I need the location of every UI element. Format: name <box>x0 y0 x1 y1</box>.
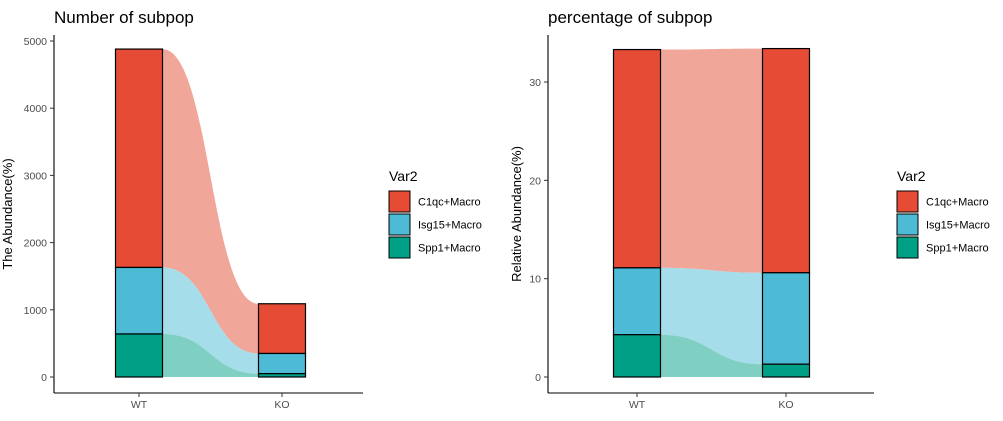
flows <box>162 49 259 377</box>
x-tick-label: WT <box>629 399 646 411</box>
flow-spp1-macro <box>162 333 259 377</box>
bars <box>612 47 811 378</box>
legend-title: Var2 <box>897 168 926 184</box>
x-tick-label: WT <box>131 399 148 411</box>
axes: 0 1000 2000 3000 4000 5000 WT KO <box>24 35 363 411</box>
bar-ko-c1qc-macro <box>257 303 307 355</box>
legend-label-isg15-macro: Isg15+Macro <box>418 220 482 232</box>
bar-wt-spp1-macro <box>612 334 662 378</box>
legend-key-isg15-macro <box>896 213 919 236</box>
flow-isg15-macro <box>660 267 763 365</box>
legend-key-isg15-macro <box>388 213 411 236</box>
bar-wt-isg15-macro <box>114 266 164 335</box>
flow-spp1-macro <box>660 334 763 377</box>
legend-key-c1qc-macro <box>388 190 411 213</box>
bar-ko-c1qc-macro <box>761 47 811 274</box>
axes: 0 10 20 30 WT KO <box>529 35 874 411</box>
legend-key-spp1-macro <box>896 236 919 259</box>
panel-number-of-subpop: Number of subpop The Abundance(%) 0 1000 2… <box>0 8 482 411</box>
legend-label-spp1-macro: Spp1+Macro <box>418 243 481 255</box>
y-tick-label: 2000 <box>24 238 48 250</box>
bar-ko-isg15-macro <box>761 272 811 365</box>
bar-wt-spp1-macro <box>114 333 164 378</box>
legend: Var2 C1qc+Macro Isg15+Macro Spp1+Macro <box>896 168 990 259</box>
legend: Var2 C1qc+Macro Isg15+Macro Spp1+Macro <box>388 168 482 259</box>
legend-label-isg15-macro: Isg15+Macro <box>926 220 990 232</box>
y-tick-label: 3000 <box>24 170 48 182</box>
y-axis-title: Relative Abundance(%) <box>509 146 524 282</box>
chart-title: percentage of subpop <box>548 8 712 27</box>
panel-percentage-of-subpop: percentage of subpop Relative Abundance(… <box>509 8 990 411</box>
bar-wt-c1qc-macro <box>114 48 164 269</box>
flow-c1qc-macro <box>660 48 763 273</box>
flow-c1qc-macro <box>162 49 259 354</box>
x-tick-label: KO <box>778 399 793 411</box>
legend-label-c1qc-macro: C1qc+Macro <box>926 197 989 209</box>
y-tick-label: 30 <box>529 77 541 89</box>
y-tick-label: 1000 <box>24 305 48 317</box>
y-tick-label: 10 <box>529 274 541 286</box>
chart-title: Number of subpop <box>54 8 194 27</box>
y-tick-label: 0 <box>535 372 541 384</box>
legend-title: Var2 <box>389 168 418 184</box>
flows <box>660 48 763 377</box>
bar-ko-isg15-macro <box>257 352 307 375</box>
bar-wt-isg15-macro <box>612 267 662 336</box>
bars <box>114 48 307 378</box>
legend-label-spp1-macro: Spp1+Macro <box>926 243 989 255</box>
bar-wt-c1qc-macro <box>612 48 662 269</box>
y-tick-label: 0 <box>41 372 47 384</box>
y-tick-label: 4000 <box>24 103 48 115</box>
flow-isg15-macro <box>162 267 259 374</box>
bar-ko-spp1-macro <box>761 363 811 378</box>
y-tick-label: 20 <box>529 175 541 187</box>
y-axis-title: The Abundance(%) <box>0 158 15 269</box>
bar-ko-spp1-macro <box>257 373 307 378</box>
legend-key-c1qc-macro <box>896 190 919 213</box>
legend-label-c1qc-macro: C1qc+Macro <box>418 197 481 209</box>
x-tick-label: KO <box>274 399 289 411</box>
y-tick-label: 5000 <box>24 36 48 48</box>
legend-key-spp1-macro <box>388 236 411 259</box>
